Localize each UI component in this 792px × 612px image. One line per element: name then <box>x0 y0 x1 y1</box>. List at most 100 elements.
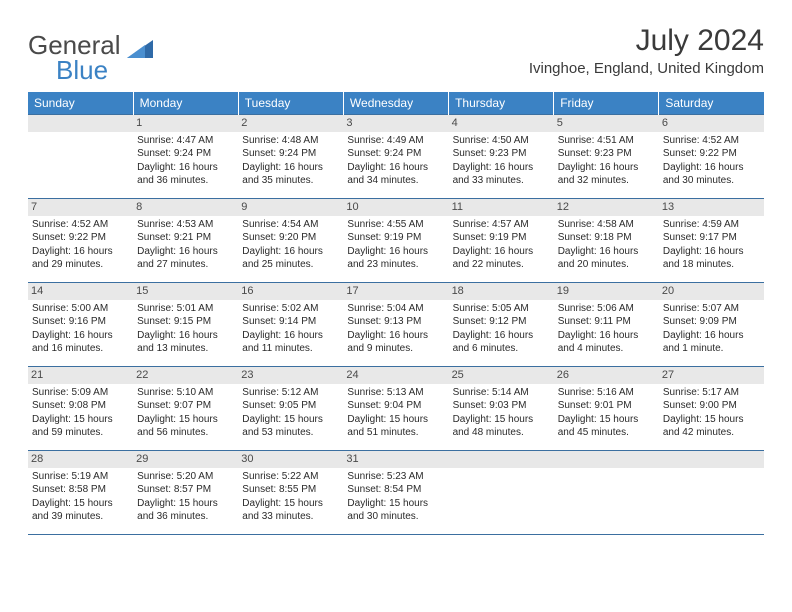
calendar-day-cell <box>449 451 554 535</box>
calendar-day-cell: 25Sunrise: 5:14 AMSunset: 9:03 PMDayligh… <box>449 367 554 451</box>
daylight-text: Daylight: 16 hours <box>453 245 550 259</box>
daylight-text: Daylight: 16 hours <box>663 161 760 175</box>
daylight-text: and 36 minutes. <box>137 510 234 524</box>
sunset-text: Sunset: 9:24 PM <box>137 147 234 161</box>
day-number-empty <box>449 451 554 468</box>
day-number: 1 <box>133 115 238 132</box>
sunset-text: Sunset: 9:00 PM <box>663 399 760 413</box>
sunset-text: Sunset: 9:12 PM <box>453 315 550 329</box>
weekday-header: Sunday <box>28 92 133 115</box>
daylight-text: and 16 minutes. <box>32 342 129 356</box>
sunrise-text: Sunrise: 4:52 AM <box>32 218 129 232</box>
sunset-text: Sunset: 9:15 PM <box>137 315 234 329</box>
sunrise-text: Sunrise: 5:23 AM <box>347 470 444 484</box>
daylight-text: Daylight: 15 hours <box>242 413 339 427</box>
calendar-day-cell: 17Sunrise: 5:04 AMSunset: 9:13 PMDayligh… <box>343 283 448 367</box>
day-number: 4 <box>449 115 554 132</box>
day-number: 20 <box>659 283 764 300</box>
sunset-text: Sunset: 9:04 PM <box>347 399 444 413</box>
daylight-text: and 4 minutes. <box>558 342 655 356</box>
sunrise-text: Sunrise: 5:06 AM <box>558 302 655 316</box>
day-number: 31 <box>343 451 448 468</box>
daylight-text: Daylight: 15 hours <box>137 497 234 511</box>
daylight-text: Daylight: 16 hours <box>242 329 339 343</box>
sunrise-text: Sunrise: 4:49 AM <box>347 134 444 148</box>
daylight-text: and 34 minutes. <box>347 174 444 188</box>
daylight-text: and 11 minutes. <box>242 342 339 356</box>
weekday-header-row: Sunday Monday Tuesday Wednesday Thursday… <box>28 92 764 115</box>
daylight-text: and 30 minutes. <box>347 510 444 524</box>
calendar-day-cell: 26Sunrise: 5:16 AMSunset: 9:01 PMDayligh… <box>554 367 659 451</box>
sunrise-text: Sunrise: 4:53 AM <box>137 218 234 232</box>
daylight-text: Daylight: 16 hours <box>558 161 655 175</box>
sunset-text: Sunset: 9:24 PM <box>242 147 339 161</box>
daylight-text: and 22 minutes. <box>453 258 550 272</box>
day-number: 5 <box>554 115 659 132</box>
daylight-text: Daylight: 16 hours <box>242 245 339 259</box>
calendar-day-cell: 31Sunrise: 5:23 AMSunset: 8:54 PMDayligh… <box>343 451 448 535</box>
daylight-text: and 56 minutes. <box>137 426 234 440</box>
calendar-day-cell: 29Sunrise: 5:20 AMSunset: 8:57 PMDayligh… <box>133 451 238 535</box>
daylight-text: and 35 minutes. <box>242 174 339 188</box>
daylight-text: and 59 minutes. <box>32 426 129 440</box>
day-number: 21 <box>28 367 133 384</box>
daylight-text: and 13 minutes. <box>137 342 234 356</box>
calendar-day-cell: 9 Sunrise: 4:54 AMSunset: 9:20 PMDaylight… <box>238 199 343 283</box>
calendar-day-cell: 4Sunrise: 4:50 AMSunset: 9:23 PMDaylight… <box>449 115 554 199</box>
daylight-text: Daylight: 16 hours <box>663 245 760 259</box>
day-number: 28 <box>28 451 133 468</box>
calendar-day-cell <box>659 451 764 535</box>
daylight-text: Daylight: 15 hours <box>32 497 129 511</box>
day-number: 7 <box>28 199 133 216</box>
calendar-day-cell: 28Sunrise: 5:19 AMSunset: 8:58 PMDayligh… <box>28 451 133 535</box>
sunrise-text: Sunrise: 5:04 AM <box>347 302 444 316</box>
daylight-text: and 29 minutes. <box>32 258 129 272</box>
day-number: 9 <box>238 199 343 216</box>
day-number: 15 <box>133 283 238 300</box>
calendar-day-cell: 27Sunrise: 5:17 AMSunset: 9:00 PMDayligh… <box>659 367 764 451</box>
sunrise-text: Sunrise: 5:13 AM <box>347 386 444 400</box>
sunrise-text: Sunrise: 5:10 AM <box>137 386 234 400</box>
sunset-text: Sunset: 9:17 PM <box>663 231 760 245</box>
sunset-text: Sunset: 9:20 PM <box>242 231 339 245</box>
sunrise-text: Sunrise: 5:20 AM <box>137 470 234 484</box>
calendar-week-row: 21Sunrise: 5:09 AMSunset: 9:08 PMDayligh… <box>28 367 764 451</box>
daylight-text: and 51 minutes. <box>347 426 444 440</box>
sunrise-text: Sunrise: 5:02 AM <box>242 302 339 316</box>
day-number: 25 <box>449 367 554 384</box>
sunset-text: Sunset: 8:57 PM <box>137 483 234 497</box>
sunrise-text: Sunrise: 5:16 AM <box>558 386 655 400</box>
weekday-header: Friday <box>554 92 659 115</box>
daylight-text: Daylight: 16 hours <box>347 161 444 175</box>
calendar-day-cell: 16Sunrise: 5:02 AMSunset: 9:14 PMDayligh… <box>238 283 343 367</box>
calendar-day-cell: 24Sunrise: 5:13 AMSunset: 9:04 PMDayligh… <box>343 367 448 451</box>
sunset-text: Sunset: 9:19 PM <box>347 231 444 245</box>
daylight-text: and 42 minutes. <box>663 426 760 440</box>
calendar-page: General Blue July 2024 Ivinghoe, England… <box>0 0 792 555</box>
day-number-empty <box>28 115 133 132</box>
sunrise-text: Sunrise: 4:55 AM <box>347 218 444 232</box>
sunset-text: Sunset: 9:21 PM <box>137 231 234 245</box>
sunrise-text: Sunrise: 4:51 AM <box>558 134 655 148</box>
day-number: 6 <box>659 115 764 132</box>
sunrise-text: Sunrise: 4:54 AM <box>242 218 339 232</box>
page-header: General Blue July 2024 Ivinghoe, England… <box>28 24 764 86</box>
day-number: 27 <box>659 367 764 384</box>
calendar-week-row: 7Sunrise: 4:52 AMSunset: 9:22 PMDaylight… <box>28 199 764 283</box>
daylight-text: and 39 minutes. <box>32 510 129 524</box>
logo-text-blue: Blue <box>56 55 153 86</box>
calendar-day-cell: 5Sunrise: 4:51 AMSunset: 9:23 PMDaylight… <box>554 115 659 199</box>
daylight-text: Daylight: 16 hours <box>137 245 234 259</box>
daylight-text: Daylight: 15 hours <box>663 413 760 427</box>
sunrise-text: Sunrise: 4:50 AM <box>453 134 550 148</box>
calendar-day-cell: 7Sunrise: 4:52 AMSunset: 9:22 PMDaylight… <box>28 199 133 283</box>
day-number: 12 <box>554 199 659 216</box>
calendar-day-cell <box>554 451 659 535</box>
calendar-day-cell: 23Sunrise: 5:12 AMSunset: 9:05 PMDayligh… <box>238 367 343 451</box>
daylight-text: Daylight: 16 hours <box>453 329 550 343</box>
day-number: 26 <box>554 367 659 384</box>
sunset-text: Sunset: 9:16 PM <box>32 315 129 329</box>
daylight-text: and 45 minutes. <box>558 426 655 440</box>
daylight-text: and 30 minutes. <box>663 174 760 188</box>
calendar-day-cell <box>28 115 133 199</box>
